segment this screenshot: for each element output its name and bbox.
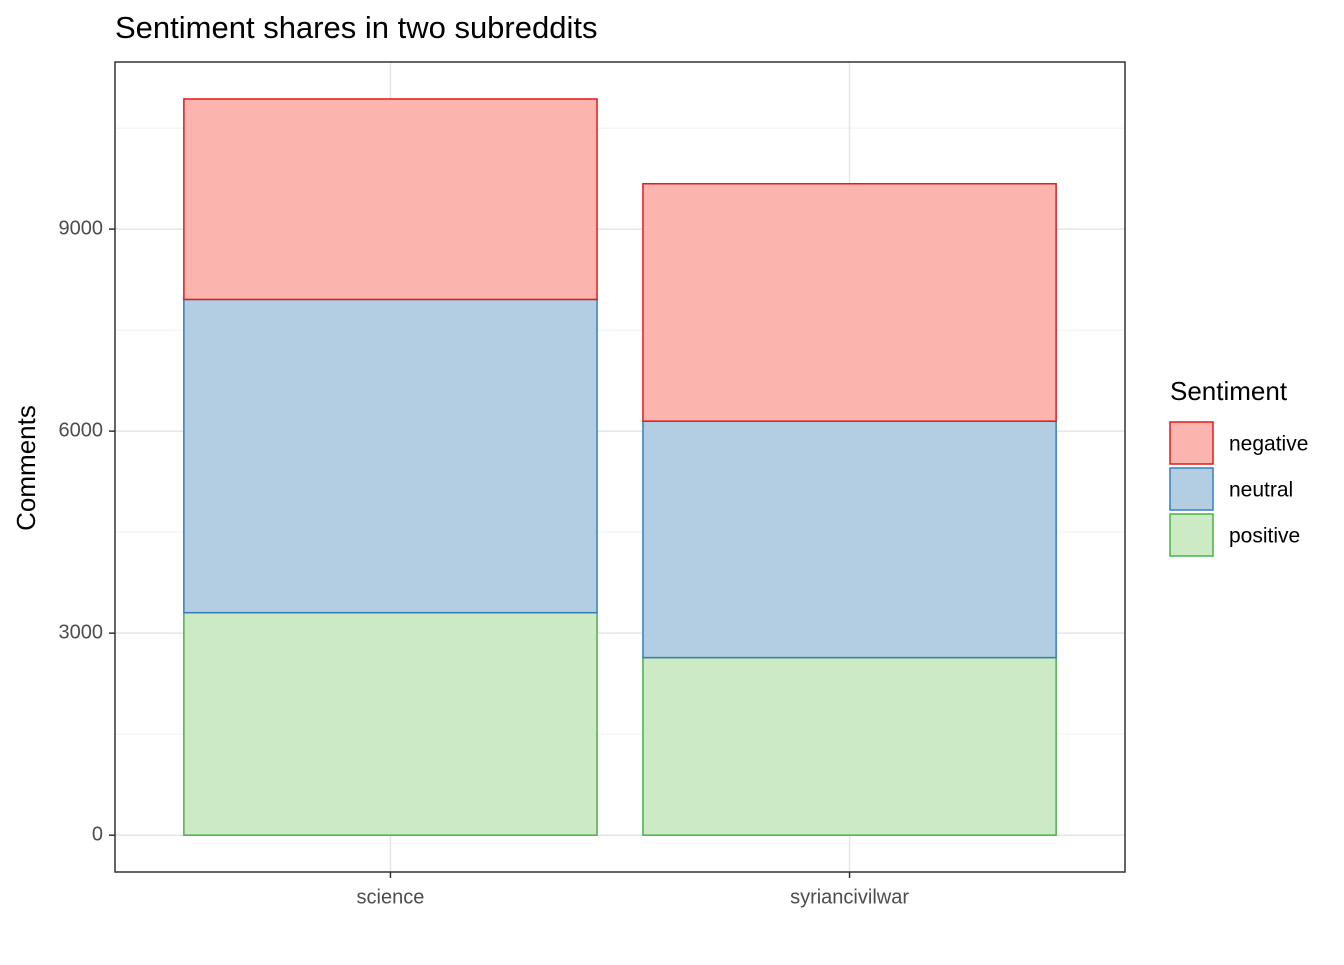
panel-border	[114, 61, 1126, 873]
y-tick-label: 0	[92, 823, 103, 845]
bar-segment	[642, 656, 1057, 836]
y-axis-label: Comments	[11, 405, 41, 531]
bar-segment	[183, 611, 598, 836]
x-tick-label: syriancivilwar	[790, 886, 909, 908]
legend-key	[1169, 421, 1214, 465]
legend-key	[1169, 513, 1214, 557]
bar-segment	[642, 182, 1057, 422]
legend-title: Sentiment	[1170, 376, 1288, 406]
legend-key	[1169, 467, 1214, 511]
y-tick-label: 9000	[59, 217, 104, 239]
bar-segment	[183, 98, 598, 301]
bar-segment	[183, 298, 598, 614]
y-tick-label: 3000	[59, 621, 104, 643]
x-tick-label: science	[357, 886, 425, 908]
bar-segment	[642, 420, 1057, 659]
chart-title: Sentiment shares in two subreddits	[115, 10, 597, 45]
y-tick-label: 6000	[59, 419, 104, 441]
legend-label: neutral	[1229, 479, 1293, 502]
legend-label: negative	[1229, 433, 1308, 456]
legend-label: positive	[1229, 525, 1300, 548]
